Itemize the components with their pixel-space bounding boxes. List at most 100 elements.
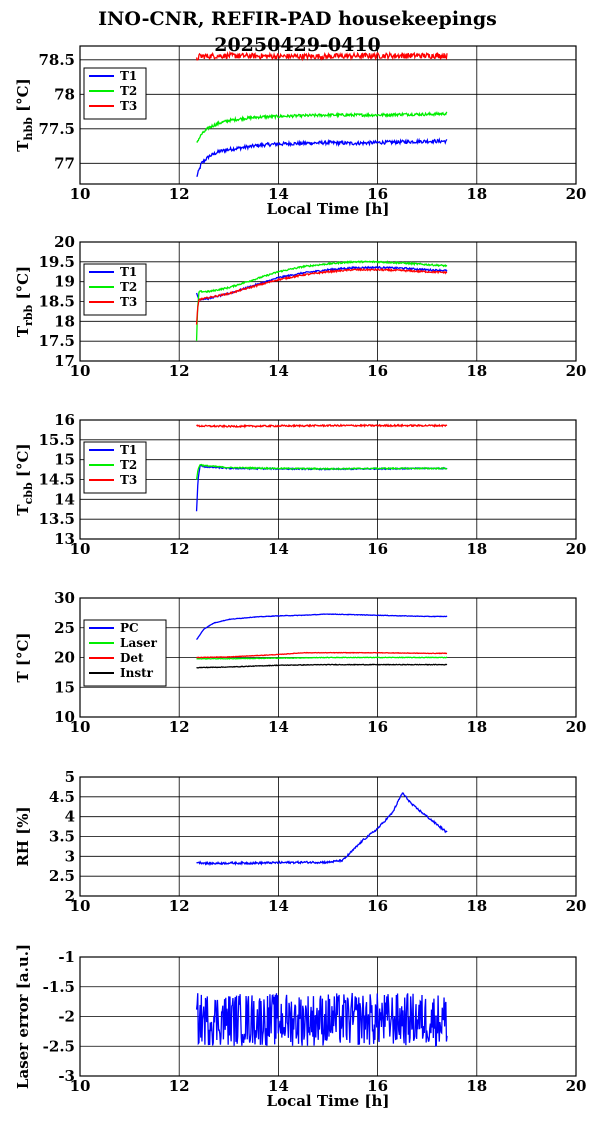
y-tick-label: 20 [54, 649, 75, 667]
series-line-det [196, 651, 448, 659]
plot-frame [79, 597, 577, 718]
y-tick-label: 25 [54, 619, 75, 637]
x-axis-label: Local Time [h] [267, 200, 390, 218]
x-tick-label: 10 [70, 1077, 91, 1095]
series-line-instr [196, 663, 448, 669]
x-tick-label: 12 [169, 540, 190, 558]
y-axis-label: Trbb [°C] [14, 266, 35, 337]
y-tick-label: 19 [54, 273, 75, 291]
y-axis-label: T [°C] [14, 632, 32, 682]
y-tick-label: 20 [54, 233, 75, 251]
legend-label: T1 [120, 443, 137, 457]
y-tick-label: 2.5 [49, 867, 75, 885]
series-line-t3 [195, 267, 448, 325]
y-tick-label: 17 [54, 352, 75, 370]
plot-frame [79, 45, 577, 185]
figure-title: INO-CNR, REFIR-PAD housekeepings 2025042… [0, 6, 595, 58]
chart-panel-6: 10 12 14 16 18 20 -3 -2.5 -2 -1.5 -1 Laser error [a… [14, 944, 586, 1110]
x-tick-label: 18 [466, 1077, 487, 1095]
y-axis-label: Laser error [a.u.] [14, 944, 32, 1089]
legend-label: T2 [120, 84, 137, 98]
x-tick-label: 16 [367, 1077, 388, 1095]
y-tick-label: -1.5 [43, 978, 75, 996]
y-tick-label: 30 [54, 589, 75, 607]
x-tick-label: 10 [70, 718, 91, 736]
plot-frame [79, 419, 577, 540]
y-axis-label: Tcbb [°C] [14, 443, 35, 515]
x-tick-label: 12 [169, 1077, 190, 1095]
y-tick-label: -2 [58, 1008, 75, 1026]
x-tick-label: 16 [367, 897, 388, 915]
x-tick-label: 14 [268, 897, 289, 915]
title-line-1: INO-CNR, REFIR-PAD housekeepings [98, 8, 497, 30]
x-tick-label: 14 [268, 185, 289, 203]
y-tick-label: 4 [65, 808, 75, 826]
y-tick-label: 14 [54, 490, 75, 508]
x-tick-label: 16 [367, 362, 388, 380]
chart-panel-4: 10 12 14 16 18 20 10 15 20 25 30 T [°C] PCLaserDetIn… [14, 589, 586, 736]
legend-label: T1 [120, 265, 137, 279]
series-line-t1 [195, 464, 448, 512]
x-tick-label: 14 [268, 362, 289, 380]
y-tick-label: 13 [54, 530, 75, 548]
x-tick-label: 12 [169, 897, 190, 915]
legend-label: Laser [120, 636, 158, 650]
x-tick-label: 12 [169, 362, 190, 380]
y-tick-label: 18 [54, 312, 75, 330]
series-line-pc [196, 613, 448, 640]
y-tick-label: 10 [54, 708, 75, 726]
series-line-t3 [196, 423, 448, 429]
y-axis-label: Thbb [°C] [14, 78, 35, 151]
y-tick-label: 3 [65, 847, 75, 865]
legend-label: T3 [120, 99, 137, 113]
series-line-t2 [196, 111, 448, 143]
series-line-main [196, 792, 448, 866]
x-tick-label: 14 [268, 540, 289, 558]
x-tick-label: 18 [466, 185, 487, 203]
y-tick-label: 4.5 [49, 788, 75, 806]
x-tick-label: 16 [367, 185, 388, 203]
legend-label: T2 [120, 280, 137, 294]
series-line-t2 [195, 259, 448, 341]
x-tick-label: 16 [367, 540, 388, 558]
x-tick-label: 18 [466, 362, 487, 380]
y-axis-label: RH [%] [14, 806, 32, 866]
y-tick-label: 77 [54, 154, 75, 172]
x-tick-label: 10 [70, 185, 91, 203]
plot-frame [79, 241, 577, 362]
y-tick-label: -3 [58, 1067, 75, 1085]
x-tick-label: 20 [566, 1077, 587, 1095]
y-tick-label: 3.5 [49, 828, 75, 846]
legend-box [83, 263, 147, 316]
x-tick-label: 12 [169, 718, 190, 736]
y-tick-label: 15 [54, 451, 75, 469]
series-line-main [195, 992, 448, 1048]
x-tick-label: 20 [566, 362, 587, 380]
y-tick-label: 15.5 [38, 431, 75, 449]
x-tick-label: 18 [466, 540, 487, 558]
legend-box [83, 619, 167, 687]
legend-label: Det [120, 651, 144, 665]
y-tick-label: 15 [54, 678, 75, 696]
y-tick-label: -1 [58, 948, 75, 966]
y-tick-label: 2 [65, 887, 75, 905]
y-tick-label: 77.5 [38, 120, 75, 138]
x-tick-label: 10 [70, 540, 91, 558]
series-line-t2 [195, 463, 448, 480]
y-tick-label: 78 [54, 85, 75, 103]
x-tick-label: 20 [566, 185, 587, 203]
x-tick-label: 20 [566, 540, 587, 558]
x-tick-label: 16 [367, 718, 388, 736]
y-tick-label: 16 [54, 411, 75, 429]
y-tick-label: 19.5 [38, 253, 75, 271]
series-line-t3 [195, 50, 448, 62]
plot-frame [79, 776, 577, 897]
chart-panel-5: 10 12 14 16 18 20 2 2.5 33.5 4 4.5 5 RH [%] [14, 768, 586, 915]
